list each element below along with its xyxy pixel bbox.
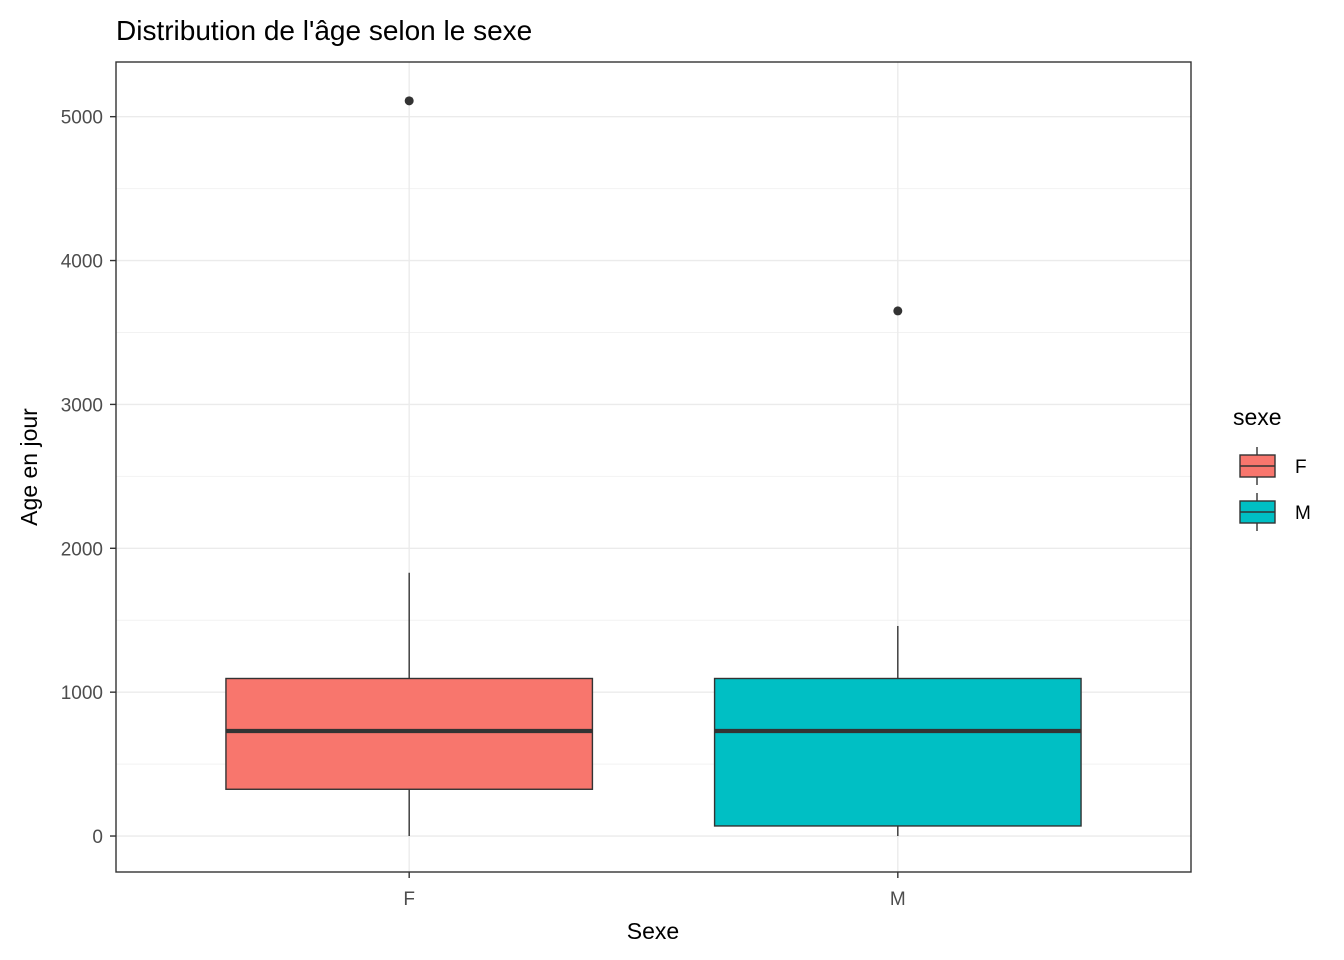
y-axis-title: Age en jour xyxy=(16,408,42,526)
y-tick-label: 1000 xyxy=(61,683,103,704)
x-axis-title: Sexe xyxy=(627,918,679,944)
outlier-point xyxy=(404,96,414,106)
x-tick-label: M xyxy=(890,889,906,910)
box-body xyxy=(713,677,1082,827)
legend-item-F: F xyxy=(1239,447,1307,485)
box-M xyxy=(713,306,1082,837)
axes: 0 1000 2000 3000 4000 5000 F M xyxy=(61,108,906,910)
legend-title: sexe xyxy=(1233,404,1282,430)
x-tick-label: F xyxy=(403,889,415,910)
boxes xyxy=(225,96,1082,837)
y-tick-label: 5000 xyxy=(61,108,103,129)
plot-panel-border xyxy=(115,61,1192,873)
box-body xyxy=(225,677,594,790)
legend-label: F xyxy=(1295,457,1307,478)
y-tick-label: 0 xyxy=(92,827,103,848)
legend-item-M: M xyxy=(1239,493,1311,531)
y-tick-label: 4000 xyxy=(61,252,103,273)
y-tick-label: 2000 xyxy=(61,539,103,560)
outlier-point xyxy=(893,306,903,316)
legend: sexe F M xyxy=(1233,404,1311,531)
y-tick-label: 3000 xyxy=(61,395,103,416)
legend-label: M xyxy=(1295,503,1311,524)
chart-title: Distribution de l'âge selon le sexe xyxy=(116,15,532,46)
box-F xyxy=(225,96,594,837)
